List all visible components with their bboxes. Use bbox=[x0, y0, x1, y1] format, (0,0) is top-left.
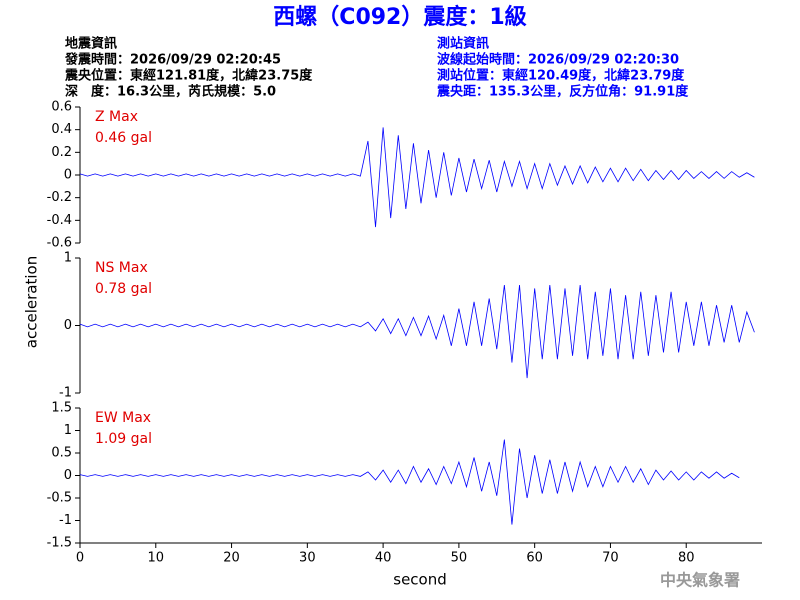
panel-max: 1.09 gal bbox=[95, 431, 152, 447]
x-tick-label: 70 bbox=[602, 551, 619, 566]
waveform bbox=[79, 439, 740, 525]
y-tick-label: 0.5 bbox=[51, 446, 72, 461]
y-tick-label: -1 bbox=[59, 386, 72, 401]
y-tick-label: -0.5 bbox=[47, 491, 72, 506]
chart-title: 西螺（C092）震度：1級 bbox=[273, 4, 526, 30]
y-tick-label: 0 bbox=[64, 318, 72, 333]
panel-label: EW Max bbox=[95, 410, 151, 426]
y-tick-label: 1 bbox=[64, 251, 72, 266]
x-tick-label: 80 bbox=[678, 551, 695, 566]
y-tick-label: -1 bbox=[59, 513, 72, 528]
panel-label: NS Max bbox=[95, 260, 148, 276]
info-right: 測站位置：東經120.49度，北緯23.79度 bbox=[437, 68, 685, 84]
panel-label: Z Max bbox=[95, 109, 138, 125]
panel-max: 0.46 gal bbox=[95, 130, 152, 146]
waveform bbox=[79, 127, 755, 228]
x-axis-label: second bbox=[393, 571, 447, 589]
y-tick-label: -1.5 bbox=[47, 536, 72, 551]
y-tick-label: -0.6 bbox=[47, 236, 72, 251]
x-tick-label: 40 bbox=[375, 551, 392, 566]
info-left: 震央位置：東經121.81度，北緯23.75度 bbox=[64, 68, 313, 84]
y-tick-label: 1.5 bbox=[51, 401, 72, 416]
x-tick-label: 0 bbox=[76, 551, 84, 566]
y-tick-label: 0.4 bbox=[51, 122, 72, 137]
panel-max: 0.78 gal bbox=[95, 281, 152, 297]
x-tick-label: 60 bbox=[526, 551, 543, 566]
x-tick-label: 10 bbox=[148, 551, 165, 566]
info-right: 測站資訊 bbox=[437, 36, 489, 52]
info-left: 發震時間：2026/09/29 02:20:45 bbox=[64, 52, 281, 68]
y-tick-label: -0.4 bbox=[47, 213, 72, 228]
x-tick-label: 20 bbox=[223, 551, 240, 566]
x-tick-label: 50 bbox=[451, 551, 468, 566]
footer: 中央氣象署 bbox=[660, 571, 740, 590]
info-right: 波線起始時間：2026/09/29 02:20:30 bbox=[437, 52, 679, 68]
y-tick-label: 1 bbox=[64, 423, 72, 438]
info-right: 震央距：135.3公里，反方位角：91.91度 bbox=[436, 84, 689, 100]
x-tick-label: 30 bbox=[299, 551, 316, 566]
y-tick-label: 0 bbox=[64, 168, 72, 183]
y-tick-label: -0.2 bbox=[47, 190, 72, 205]
y-tick-label: 0.6 bbox=[51, 100, 72, 115]
info-left: 深 度：16.3公里，芮氏規模：5.0 bbox=[65, 84, 276, 100]
info-left: 地震資訊 bbox=[65, 36, 117, 52]
y-tick-label: 0.2 bbox=[51, 145, 72, 160]
waveform bbox=[79, 284, 755, 379]
y-axis-label: acceleration bbox=[23, 256, 41, 348]
y-tick-label: 0 bbox=[64, 468, 72, 483]
